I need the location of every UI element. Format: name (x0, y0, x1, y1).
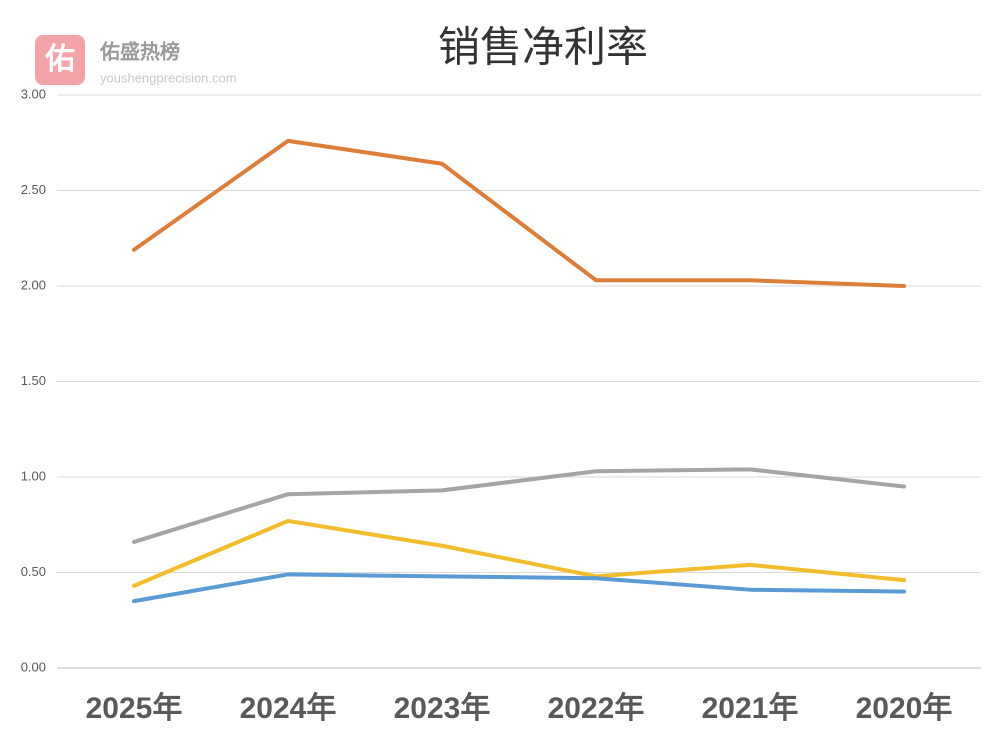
watermark-name: 佑盛热榜 (99, 39, 180, 63)
y-tick-label: 0.00 (21, 659, 46, 674)
y-tick-label: 0.50 (21, 564, 46, 579)
x-tick-label: 2022年 (548, 692, 645, 725)
y-tick-label: 1.00 (21, 468, 46, 483)
logo-icon: 佑 (44, 43, 75, 76)
x-tick-label: 2024年 (240, 692, 337, 725)
x-tick-label: 2025年 (86, 692, 183, 725)
x-tick-label: 2020年 (856, 692, 953, 725)
y-tick-label: 2.50 (21, 182, 46, 197)
series-line (132, 572, 906, 604)
y-tick-label: 1.50 (21, 373, 46, 388)
series-line (132, 138, 906, 288)
series-line (132, 518, 906, 588)
x-tick-label: 2021年 (702, 692, 799, 725)
chart-title: 销售净利率 (438, 25, 648, 72)
series-line (132, 467, 906, 544)
y-tick-label: 2.00 (21, 277, 46, 292)
y-tick-label: 3.00 (21, 86, 46, 101)
logo-box (35, 35, 85, 85)
x-tick-label: 2023年 (394, 692, 491, 725)
watermark-url: youshengprecision.com (100, 70, 237, 85)
